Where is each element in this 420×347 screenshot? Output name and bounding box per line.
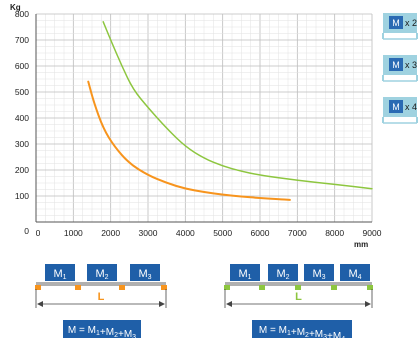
x-tick-label: 6000 (251, 228, 270, 238)
x-tick-labels: 0 1000 2000 3000 4000 5000 6000 7000 8000 9000 (36, 228, 382, 238)
y-tick-label: 100 (15, 191, 29, 201)
mass-label: M4 (348, 268, 361, 281)
y-tick-label: 800 (15, 9, 29, 19)
mass-block (230, 264, 260, 281)
green-curve (102, 21, 373, 190)
badge-mass-label: M (392, 102, 400, 112)
x-tick-label: 4000 (176, 228, 195, 238)
x-tick-label: 7000 (288, 228, 307, 238)
support (259, 285, 265, 290)
badge-mass-block (389, 100, 403, 113)
mass-block (45, 264, 75, 281)
orange-curve (87, 80, 291, 201)
dimension-arrow (37, 301, 43, 307)
chart-axes (35, 14, 372, 223)
mass-block (340, 264, 370, 281)
y-tick-label: 500 (15, 87, 29, 97)
x-tick-label: 5000 (213, 228, 232, 238)
badge-multiplier: x 4 (405, 102, 417, 112)
diagram-three-masses: M1 M2 M3 L M = M1+M2+M3 (35, 264, 167, 341)
mass-block (268, 264, 298, 281)
support (295, 285, 301, 290)
support (119, 285, 125, 290)
dimension-arrow (365, 301, 371, 307)
dimension-arrow (159, 301, 165, 307)
x-tick-label: 8000 (325, 228, 344, 238)
formula-text: M = M1+M2+M3 (68, 325, 136, 341)
mass-block (304, 264, 334, 281)
support (35, 285, 41, 290)
y-tick-labels: 100 200 300 400 500 600 700 800 0 (15, 9, 29, 236)
chart-grid (35, 13, 373, 223)
span-label: L (295, 291, 302, 303)
support (331, 285, 337, 290)
mass-label: M2 (95, 268, 108, 281)
support (75, 285, 81, 290)
mass-label: M2 (276, 268, 289, 281)
badge-mass-label: M (392, 18, 400, 28)
y-tick-label: 400 (15, 113, 29, 123)
formula-text: M = M1+M2+M3+M4 (259, 325, 345, 343)
x-axis-unit: mm (354, 240, 368, 249)
x-tick-label: 9000 (363, 228, 382, 238)
x-tick-label: 0 (36, 228, 41, 238)
y-tick-label: 600 (15, 61, 29, 71)
mass-label: M1 (53, 268, 66, 281)
formula-box (252, 320, 352, 338)
mass-block (87, 264, 117, 281)
x-tick-label: 2000 (101, 228, 120, 238)
support (224, 285, 230, 290)
badge-multiplier: x 2 (405, 18, 417, 28)
beam (36, 282, 166, 286)
y-tick-label: 0 (24, 226, 29, 236)
x-tick-label: 1000 (64, 228, 83, 238)
badge-multiplier: x 3 (405, 60, 417, 70)
dimension-arrow (226, 301, 232, 307)
y-tick-label: 300 (15, 139, 29, 149)
support (161, 285, 167, 290)
support (367, 285, 373, 290)
y-axis-unit: Kg (10, 3, 21, 12)
mass-label: M3 (138, 268, 151, 281)
badge-mass-block (389, 58, 403, 71)
span-label: L (98, 291, 105, 303)
y-tick-label: 200 (15, 165, 29, 175)
y-tick-label: 700 (15, 35, 29, 45)
mass-label: M3 (312, 268, 325, 281)
badge-mass-block (389, 16, 403, 29)
beam (225, 282, 372, 286)
mass-block (130, 264, 160, 281)
formula-box (63, 320, 141, 338)
diagram-four-masses: M1 M2 M3 M4 L M = M1+M2+M3+M4 (224, 264, 373, 343)
mass-label: M1 (238, 268, 251, 281)
badge-mass-label: M (392, 60, 400, 70)
chart-series (87, 21, 373, 201)
x-tick-label: 3000 (139, 228, 158, 238)
